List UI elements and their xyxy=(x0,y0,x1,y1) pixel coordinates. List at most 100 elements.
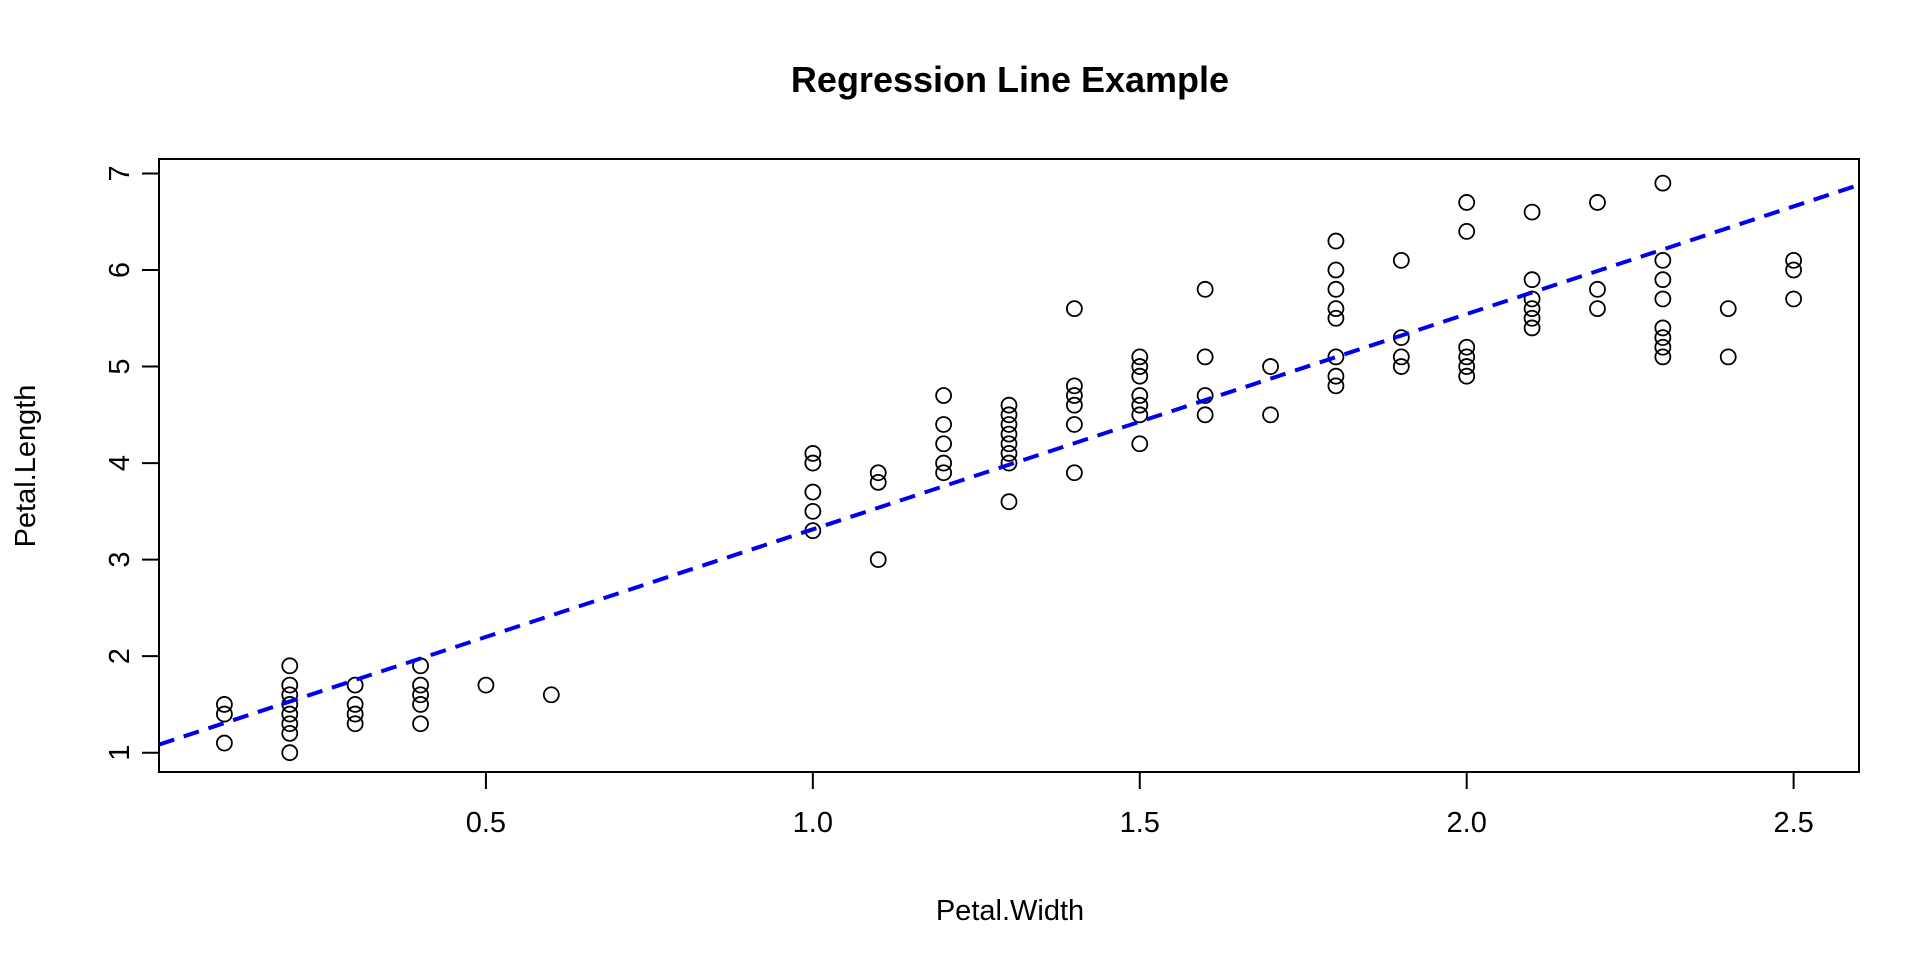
data-point xyxy=(1000,435,1018,453)
y-tick-label: 2 xyxy=(104,648,136,664)
data-point xyxy=(346,676,364,694)
data-point xyxy=(869,473,887,491)
data-point xyxy=(1065,300,1083,318)
data-point xyxy=(869,551,887,569)
data-point xyxy=(1065,464,1083,482)
data-point xyxy=(1327,309,1345,327)
data-point xyxy=(935,416,953,433)
data-point xyxy=(1000,493,1018,511)
data-point xyxy=(1719,348,1737,366)
y-tick-label: 5 xyxy=(104,358,136,374)
data-point xyxy=(935,387,953,404)
data-points xyxy=(215,174,1803,762)
y-axis: 1 2 3 4 5 6 7 xyxy=(104,165,159,761)
x-tick-label: 1.0 xyxy=(793,807,833,839)
data-point xyxy=(1000,425,1018,443)
data-point xyxy=(804,502,822,520)
data-point xyxy=(1196,348,1214,366)
x-axis: 0.5 1.0 1.5 2.0 2.5 xyxy=(466,772,1814,839)
data-point xyxy=(281,696,299,713)
data-point xyxy=(869,464,887,482)
data-point xyxy=(412,715,429,733)
data-point xyxy=(281,744,299,762)
data-point xyxy=(1654,251,1672,269)
x-tick-label: 2.0 xyxy=(1447,807,1487,839)
data-point xyxy=(1131,435,1149,453)
data-point xyxy=(1000,445,1018,462)
data-point xyxy=(1327,367,1345,385)
y-tick-label: 1 xyxy=(104,745,136,761)
data-point xyxy=(1392,251,1410,269)
data-point xyxy=(1458,338,1476,356)
data-point xyxy=(1262,406,1279,424)
data-point xyxy=(281,705,299,723)
data-point xyxy=(281,724,299,742)
data-point xyxy=(1327,377,1345,395)
data-point xyxy=(1523,203,1541,221)
y-axis-label: Petal.Length xyxy=(10,385,42,548)
data-point xyxy=(1196,406,1214,424)
data-point xyxy=(1392,358,1410,375)
data-point xyxy=(412,686,429,704)
data-point xyxy=(1131,367,1149,385)
data-point xyxy=(1131,396,1149,414)
data-point xyxy=(1327,232,1345,250)
data-point xyxy=(1654,271,1672,289)
data-point xyxy=(1589,300,1606,318)
data-point xyxy=(1458,223,1476,240)
y-tick-label: 7 xyxy=(104,165,136,181)
data-point xyxy=(215,734,233,752)
data-point xyxy=(804,445,822,462)
data-point xyxy=(1000,454,1018,472)
data-point xyxy=(1131,387,1149,404)
data-point xyxy=(804,483,822,501)
data-point xyxy=(1000,406,1018,424)
data-point xyxy=(1523,271,1541,289)
x-tick-label: 0.5 xyxy=(466,807,506,839)
data-point xyxy=(1327,300,1345,318)
data-point xyxy=(1327,280,1345,298)
x-tick-label: 2.5 xyxy=(1773,807,1813,839)
data-point xyxy=(1458,358,1476,375)
chart-title: Regression Line Example xyxy=(791,59,1229,100)
data-point xyxy=(1000,396,1018,414)
data-point xyxy=(1785,290,1803,308)
data-point xyxy=(542,686,560,704)
data-point xyxy=(1654,338,1672,356)
data-point xyxy=(935,464,953,482)
data-point xyxy=(1131,358,1149,375)
data-point xyxy=(935,435,953,453)
data-point xyxy=(1458,348,1476,366)
data-point xyxy=(1327,261,1345,279)
data-point xyxy=(1065,416,1083,433)
data-point xyxy=(1654,290,1672,308)
data-point xyxy=(281,657,299,675)
data-point xyxy=(1523,309,1541,327)
data-point xyxy=(1131,406,1149,424)
data-point xyxy=(215,705,233,723)
data-point xyxy=(1654,329,1672,346)
data-point xyxy=(1589,194,1606,211)
data-point xyxy=(1523,319,1541,337)
data-point xyxy=(346,696,364,713)
data-point xyxy=(1000,416,1018,433)
data-point xyxy=(1458,194,1476,211)
x-axis-label: Petal.Width xyxy=(936,895,1084,927)
x-tick-label: 1.5 xyxy=(1120,807,1160,839)
data-point xyxy=(935,454,953,472)
data-point xyxy=(1196,280,1214,298)
data-point xyxy=(1719,300,1737,318)
data-point xyxy=(1785,251,1803,269)
data-point xyxy=(1589,280,1606,298)
data-point xyxy=(412,676,429,694)
data-point xyxy=(1392,348,1410,366)
data-point xyxy=(1654,174,1672,192)
data-point xyxy=(1065,396,1083,414)
data-point xyxy=(1654,348,1672,366)
regression-line xyxy=(159,182,1859,747)
data-point xyxy=(1327,348,1345,366)
plot-area-box xyxy=(158,158,1860,773)
y-tick-label: 4 xyxy=(104,455,136,471)
data-point xyxy=(1065,387,1083,404)
